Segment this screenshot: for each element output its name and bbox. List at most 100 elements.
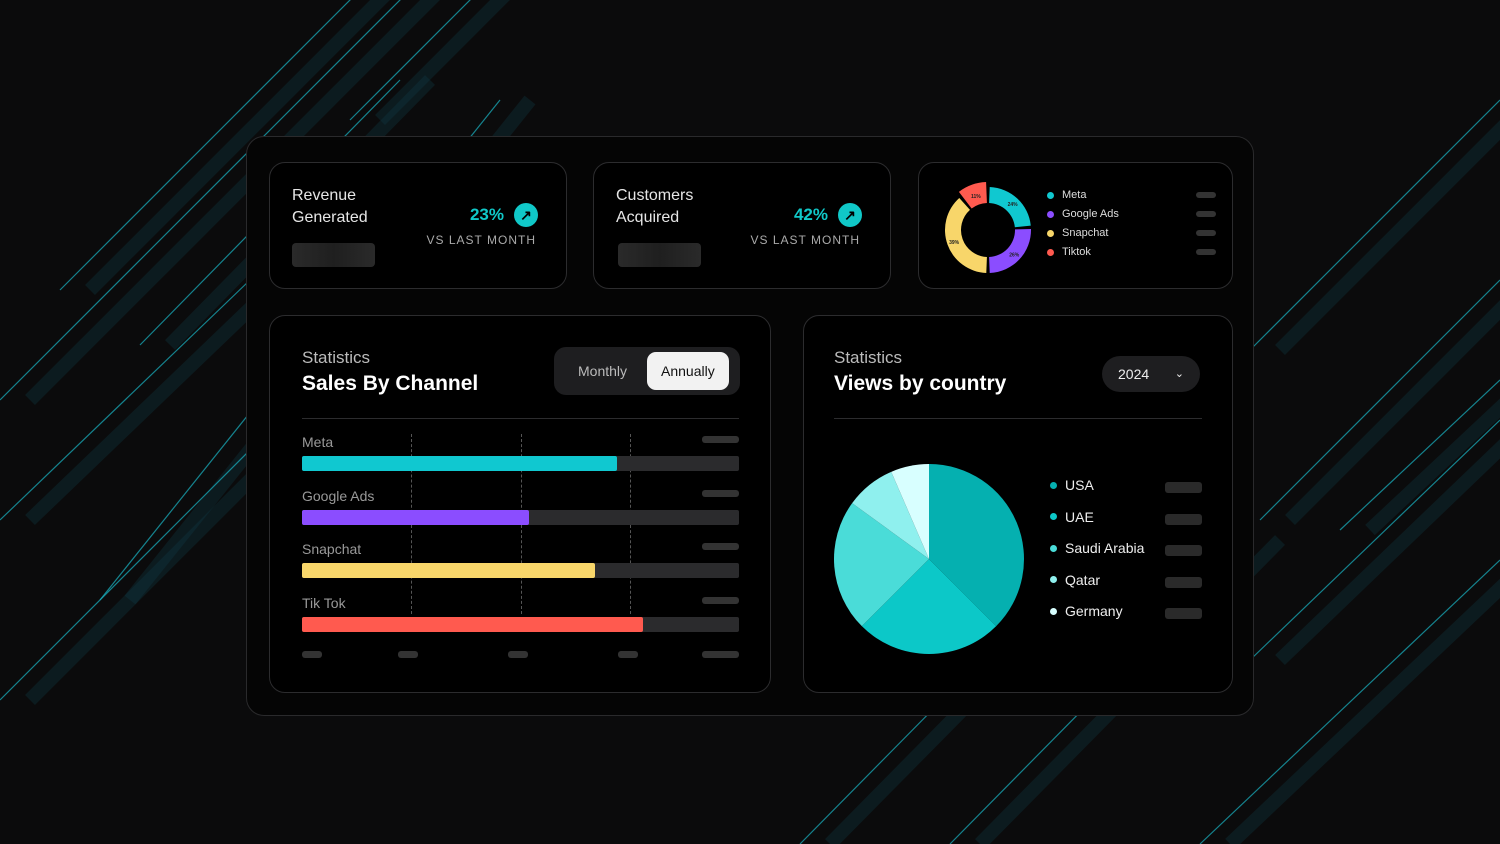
value-placeholder bbox=[1196, 192, 1216, 198]
value-placeholder bbox=[1165, 513, 1202, 525]
kpi-title: Customers Acquired bbox=[616, 187, 694, 226]
pie-legend-item: USA bbox=[1050, 477, 1094, 493]
value-placeholder bbox=[1165, 608, 1202, 619]
views-by-country-card: Statistics Views by country 2024 ⌄ USA UAE… bbox=[803, 315, 1233, 693]
background-band bbox=[1285, 300, 1500, 525]
kpi-title: Revenue Generated bbox=[292, 187, 368, 226]
arrow-up-right-icon: ↗ bbox=[514, 203, 538, 227]
bar-track bbox=[302, 616, 739, 632]
pie-slice bbox=[852, 471, 929, 559]
donut-slice bbox=[989, 229, 1031, 273]
donut-value-label: 26% bbox=[1009, 253, 1020, 259]
background-band bbox=[1225, 578, 1500, 844]
card-title: Sales By Channel bbox=[302, 372, 479, 395]
background-line bbox=[1199, 559, 1500, 844]
year-select[interactable]: 2024 ⌄ bbox=[1102, 356, 1200, 392]
bar-label: Meta bbox=[302, 434, 334, 450]
background-band bbox=[1365, 398, 1500, 536]
background-line bbox=[59, 0, 351, 291]
axis-tick-placeholder bbox=[618, 651, 638, 658]
axis-tick-placeholder bbox=[702, 651, 739, 658]
bar-label: Google Ads bbox=[302, 487, 375, 504]
kpi-card-revenue: Revenue Generated 23% ↗ VS LAST MONTH bbox=[269, 162, 567, 289]
background-line bbox=[1259, 279, 1500, 521]
background-band bbox=[1275, 120, 1500, 355]
legend-label: Meta bbox=[1062, 189, 1087, 201]
legend-dot bbox=[1050, 607, 1057, 615]
donut-slice bbox=[958, 182, 987, 209]
toggle-annually[interactable]: Annually bbox=[647, 352, 729, 390]
kpi-compare: VS LAST MONTH bbox=[426, 233, 536, 247]
divider bbox=[302, 418, 739, 419]
background-band bbox=[375, 0, 510, 125]
donut-slice bbox=[989, 187, 1031, 228]
donut-legend-item: Snapchat bbox=[1047, 227, 1108, 239]
donut-legend-item: Tiktok bbox=[1047, 246, 1091, 258]
legend-dot bbox=[1047, 248, 1054, 256]
background-line bbox=[0, 0, 401, 401]
background-band bbox=[25, 274, 285, 526]
legend-dot bbox=[1050, 481, 1057, 489]
donut-legend-item: Meta bbox=[1047, 189, 1086, 201]
background-line bbox=[349, 0, 471, 121]
value-placeholder bbox=[702, 436, 739, 443]
axis-tick-placeholder bbox=[508, 651, 528, 658]
background-band bbox=[1275, 439, 1500, 666]
legend-label: Google Ads bbox=[1062, 208, 1119, 220]
pie-slice bbox=[891, 464, 929, 559]
value-placeholder bbox=[1165, 545, 1202, 556]
pie-slice bbox=[861, 559, 997, 654]
bar bbox=[302, 456, 617, 471]
period-toggle: Monthly Annually bbox=[554, 347, 740, 395]
pie-slice bbox=[834, 503, 929, 627]
axis-tick-placeholder bbox=[302, 651, 322, 658]
value-placeholder bbox=[292, 243, 375, 267]
background-line bbox=[1249, 419, 1500, 661]
pie-legend-item: Saudi Arabia bbox=[1050, 540, 1144, 556]
legend-label: Saudi Arabia bbox=[1065, 540, 1145, 556]
donut-value-label: 24% bbox=[1008, 202, 1019, 208]
legend-label: USA bbox=[1065, 477, 1094, 493]
donut-legend-item: Google Ads bbox=[1047, 208, 1119, 220]
kpi-compare: VS LAST MONTH bbox=[750, 233, 860, 247]
kpi-percent: 23% bbox=[469, 205, 504, 224]
donut-slice bbox=[945, 197, 987, 273]
value-placeholder bbox=[1196, 249, 1216, 255]
arrow-up-right-icon: ↗ bbox=[838, 203, 862, 227]
legend-label: UAE bbox=[1065, 508, 1094, 525]
bar-track bbox=[302, 456, 739, 471]
value-placeholder bbox=[702, 489, 739, 497]
value-placeholder bbox=[1196, 230, 1216, 236]
legend-dot bbox=[1047, 210, 1054, 218]
legend-label: Germany bbox=[1065, 603, 1123, 619]
pie-legend-item: UAE bbox=[1050, 509, 1094, 525]
background-line bbox=[1249, 99, 1500, 351]
donut-card: 24% 26% 39% 11% Meta Google Ads Snapchat Tikto… bbox=[918, 162, 1233, 289]
value-placeholder bbox=[1196, 211, 1216, 217]
legend-dot bbox=[1047, 229, 1054, 237]
dashboard: Revenue Generated 23% ↗ VS LAST MONTH Cu… bbox=[246, 136, 1254, 716]
toggle-monthly[interactable]: Monthly bbox=[578, 363, 628, 379]
kpi-percent: 42% bbox=[793, 205, 828, 224]
background-line bbox=[1339, 379, 1500, 531]
legend-dot bbox=[1047, 191, 1054, 199]
bar-label: Snapchat bbox=[302, 541, 362, 557]
donut-chart: 24% 26% 39% 11% bbox=[945, 182, 1031, 273]
bar-label: Tik Tok bbox=[302, 594, 346, 611]
bar bbox=[302, 563, 595, 578]
card-subtitle: Statistics bbox=[302, 348, 371, 367]
background-line bbox=[0, 279, 251, 521]
sales-by-channel-card: Statistics Sales By Channel Monthly Annu… bbox=[269, 315, 771, 693]
legend-dot bbox=[1050, 576, 1057, 583]
chevron-down-icon: ⌄ bbox=[1174, 368, 1184, 380]
value-placeholder bbox=[702, 543, 739, 550]
bar-track bbox=[302, 563, 739, 578]
card-subtitle: Statistics bbox=[834, 348, 903, 367]
card-title: Views by country bbox=[834, 372, 1007, 395]
year-value: 2024 bbox=[1118, 366, 1150, 382]
bar-track bbox=[302, 509, 739, 525]
value-placeholder bbox=[618, 243, 701, 267]
background-band bbox=[85, 0, 390, 295]
value-placeholder bbox=[1165, 482, 1202, 493]
legend-dot bbox=[1050, 544, 1057, 552]
